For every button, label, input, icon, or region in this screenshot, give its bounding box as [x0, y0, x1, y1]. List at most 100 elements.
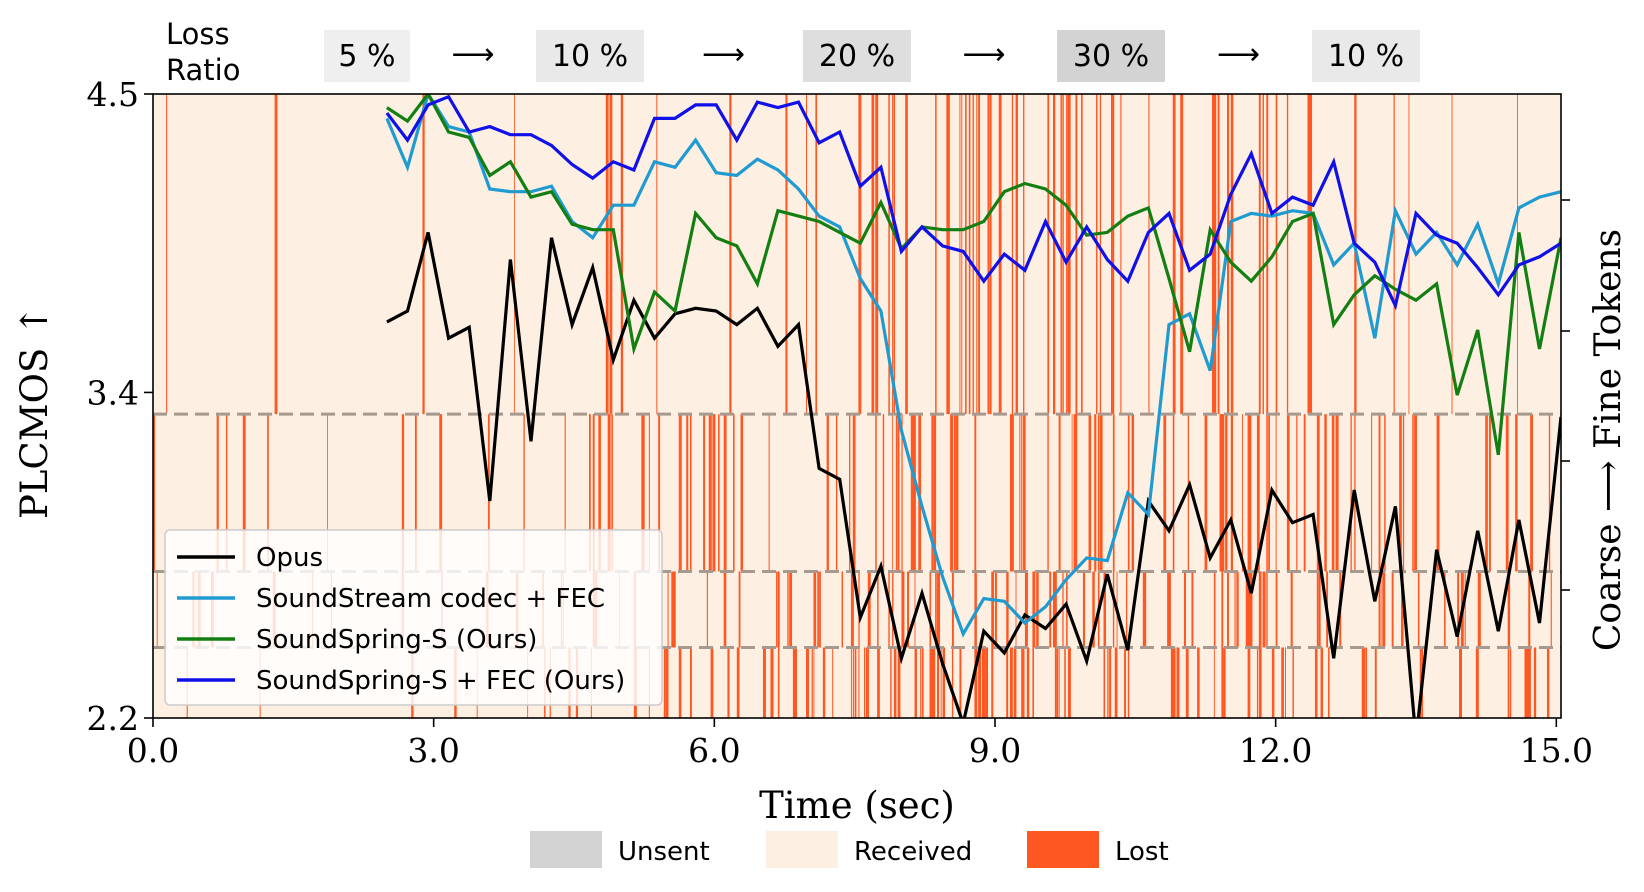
- lost-packet-stripe: [712, 414, 715, 572]
- lost-packet-stripe: [729, 94, 732, 415]
- lost-packet-stripe: [1328, 647, 1330, 718]
- loss-ratio-title: Loss Ratio: [166, 17, 240, 87]
- lost-packet-stripe: [1307, 94, 1311, 415]
- lost-packet-stripe: [920, 647, 922, 718]
- lost-packet-stripe: [1021, 647, 1024, 718]
- lost-packet-stripe: [1258, 94, 1261, 415]
- lost-packet-stripe: [776, 571, 778, 648]
- series-legend: Opus SoundStream codec + FEC SoundSpring-S…: [164, 529, 663, 706]
- lost-packet-stripe: [770, 647, 773, 718]
- lost-packet-stripe: [1264, 571, 1266, 648]
- lost-packet-stripe: [1399, 414, 1402, 572]
- lost-packet-stripe: [1530, 414, 1533, 572]
- loss-ratio-box-1: [324, 30, 410, 82]
- lost-packet-stripe: [1271, 647, 1275, 718]
- lost-packet-stripe: [690, 647, 692, 718]
- lost-packet-stripe: [1009, 414, 1013, 572]
- lost-packet-stripe: [841, 571, 844, 648]
- lost-packet-stripe: [787, 571, 789, 648]
- lost-packet-stripe: [620, 94, 624, 415]
- lost-packet-stripe: [1067, 647, 1071, 718]
- lost-packet-stripe: [1230, 94, 1234, 415]
- lost-packet-stripe: [1112, 94, 1115, 415]
- lost-packet-stripe: [1316, 571, 1319, 648]
- lost-packet-stripe: [905, 94, 908, 415]
- lost-packet-stripe: [1163, 414, 1167, 572]
- loss-ratio-segments: 5 % ⟶ 10 % ⟶ 20 % ⟶ 30 % ⟶ 10 %: [324, 30, 1420, 82]
- lost-packet-stripe: [1024, 571, 1028, 648]
- lost-packet-stripe: [867, 571, 871, 648]
- lost-packet-stripe: [1092, 571, 1095, 648]
- lost-packet-stripe: [1148, 94, 1150, 415]
- lost-packet-stripe: [153, 414, 156, 572]
- lost-packet-stripe: [523, 414, 525, 572]
- lost-packet-stripe: [564, 414, 566, 572]
- lost-packet-stripe: [1363, 647, 1366, 718]
- lost-packet-stripe: [1247, 647, 1251, 718]
- lost-packet-stripe: [1249, 571, 1253, 648]
- loss-ratio-label-2: 10 %: [552, 39, 628, 74]
- lost-packet-stripe: [1225, 414, 1228, 572]
- lost-packet-stripe: [1515, 414, 1518, 572]
- lost-packet-stripe: [267, 414, 269, 572]
- lost-packet-stripe: [1221, 647, 1224, 718]
- lost-packet-stripe: [686, 414, 689, 572]
- lost-packet-stripe: [1292, 647, 1294, 718]
- lost-packet-stripe: [1185, 647, 1189, 718]
- lost-packet-stripe: [673, 571, 676, 648]
- lost-packet-stripe: [1266, 94, 1269, 415]
- lost-packet-stripe: [1245, 571, 1249, 648]
- lost-packet-stripe: [1180, 94, 1183, 415]
- lost-packet-stripe: [658, 414, 661, 572]
- lost-packet-stripe: [991, 571, 995, 648]
- lost-packet-stripe: [1234, 571, 1236, 648]
- lost-packet-stripe: [242, 414, 246, 572]
- lost-packet-stripe: [849, 414, 851, 572]
- lost-packet-stripe: [819, 571, 821, 648]
- packet-legend: Unsent Received Lost: [530, 831, 1169, 868]
- lost-packet-stripe: [1236, 571, 1239, 648]
- lost-packet-stripe: [1082, 571, 1086, 648]
- x-tick-label: 9.0: [969, 731, 1021, 770]
- lost-packet-stripe: [875, 414, 877, 572]
- lost-packet-stripe: [1417, 571, 1420, 648]
- lost-packet-stripe: [794, 647, 798, 718]
- lost-packet-stripe: [225, 414, 228, 572]
- lost-packet-stripe: [1464, 571, 1466, 648]
- lost-packet-stripe: [1127, 647, 1130, 718]
- lost-packet-stripe: [777, 571, 780, 648]
- lost-packet-stripe: [710, 414, 712, 572]
- lost-packet-stripe: [875, 94, 879, 415]
- y-axis-label: PLCMOS ↑: [13, 305, 56, 519]
- lost-packet-stripe: [1258, 571, 1262, 648]
- lost-packet-stripe: [1221, 414, 1225, 572]
- lost-packet-stripe: [1058, 647, 1060, 718]
- lost-packet-stripe: [1212, 94, 1215, 415]
- lost-packet-stripe: [1112, 414, 1115, 572]
- y-tick-label: 2.2: [87, 699, 139, 738]
- loss-ratio-arrow-4: ⟶: [1217, 37, 1260, 72]
- lost-packet-stripe: [813, 647, 815, 718]
- lost-packet-stripe: [972, 94, 974, 415]
- lost-packet-stripe: [1047, 414, 1049, 572]
- lost-packet-stripe: [1112, 571, 1115, 648]
- lost-packet-stripe: [858, 94, 861, 415]
- lost-packet-stripe: [1107, 647, 1109, 718]
- lost-packet-stripe: [864, 647, 866, 718]
- lost-packet-stripe: [1011, 94, 1014, 415]
- lost-packet-stripe: [1412, 414, 1414, 572]
- lost-packet-stripe: [244, 414, 246, 572]
- lost-packet-stripe: [1230, 414, 1233, 572]
- lost-packet-stripe: [1058, 414, 1061, 572]
- lost-packet-stripe: [1401, 571, 1404, 648]
- lost-packet-stripe: [706, 571, 708, 648]
- lost-packet-stripe: [1286, 94, 1289, 415]
- lost-packet-stripe: [877, 571, 879, 648]
- lost-packet-stripe: [714, 414, 716, 572]
- lost-packet-stripe: [327, 414, 328, 572]
- lost-packet-stripe: [678, 414, 682, 572]
- lost-packet-stripe: [663, 647, 666, 718]
- lost-packet-stripe: [897, 414, 900, 572]
- lost-packet-stripe: [1318, 571, 1321, 648]
- lost-packet-stripe: [1378, 571, 1380, 648]
